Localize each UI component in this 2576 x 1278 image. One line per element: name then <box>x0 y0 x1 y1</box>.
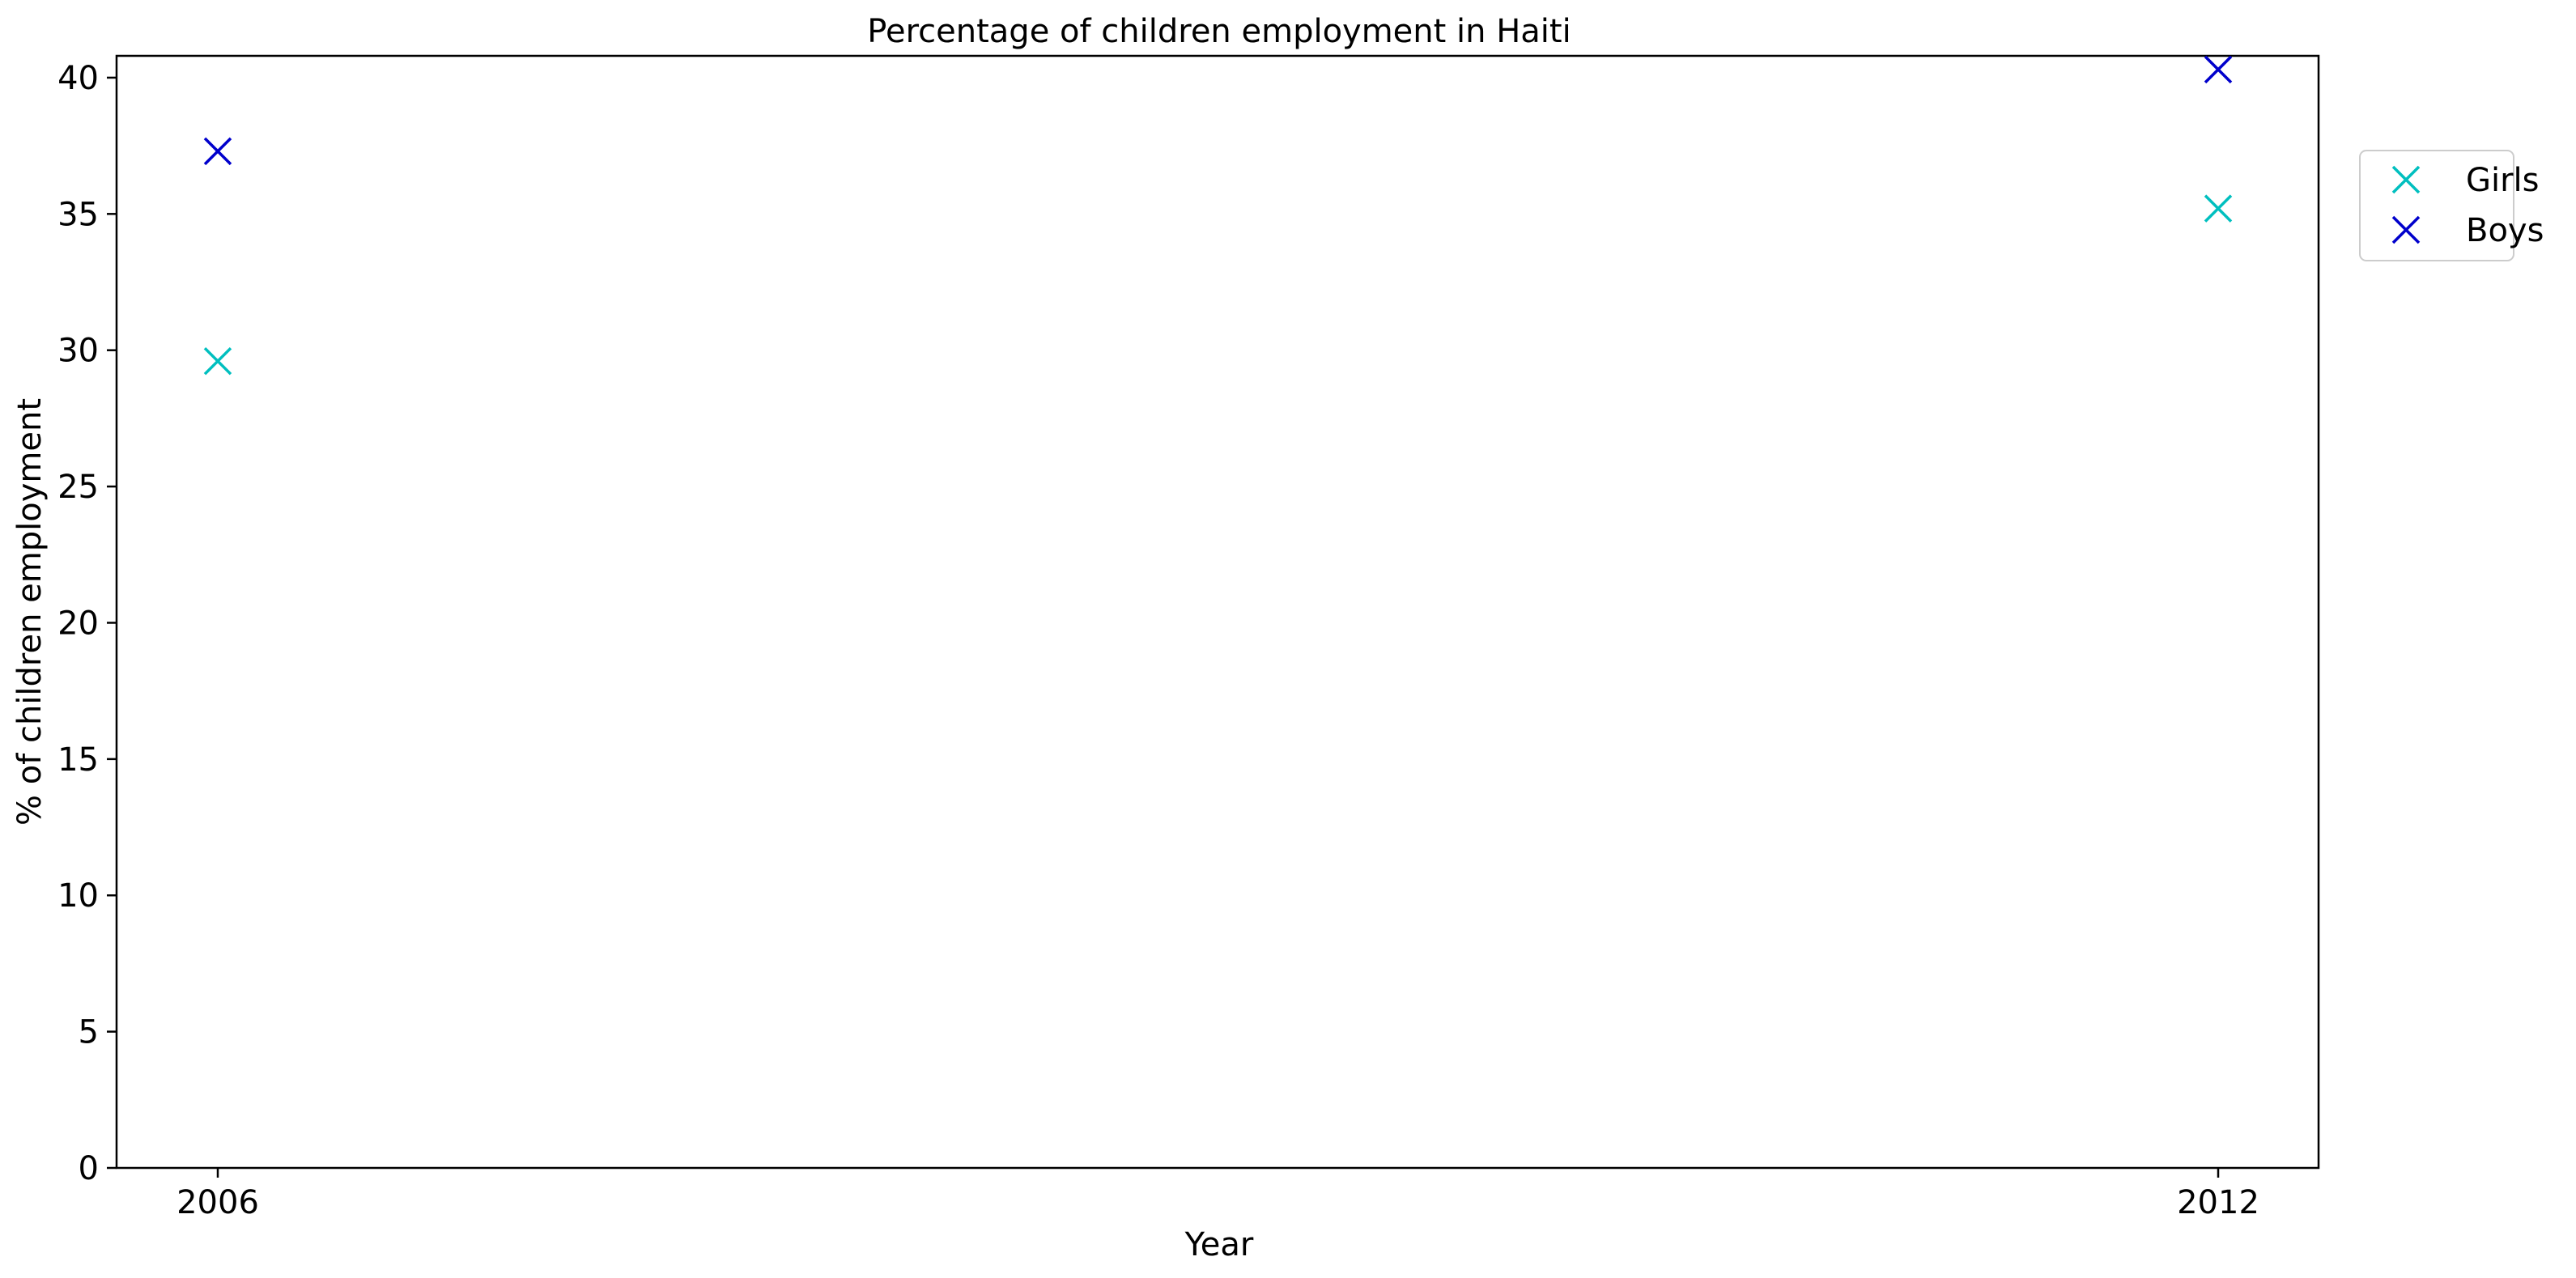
y-tick-label: 40 <box>57 60 99 97</box>
y-tick-label: 30 <box>57 333 99 370</box>
y-axis-label: % of children employment <box>11 398 49 826</box>
x-axis-label: Year <box>1184 1226 1254 1263</box>
x-axis: 2006 2012 <box>176 1168 2259 1221</box>
girls-data-point <box>2204 194 2233 223</box>
legend: Girls Boys <box>2359 150 2544 261</box>
plot-frame <box>115 54 2320 1170</box>
y-tick-label: 5 <box>79 1014 99 1051</box>
girls-legend-label: Girls <box>2466 162 2540 199</box>
y-axis: 0 5 10 15 20 25 30 35 40 <box>57 60 117 1187</box>
legend-frame <box>2359 150 2514 261</box>
boys-legend-label: Boys <box>2466 212 2544 249</box>
data-points <box>203 55 2233 376</box>
boys-data-point <box>2204 55 2233 84</box>
y-tick-label: 25 <box>57 469 99 506</box>
y-tick-label: 20 <box>57 605 99 642</box>
chart-title: Percentage of children employment in Hai… <box>867 13 1571 50</box>
y-tick-label: 35 <box>57 196 99 233</box>
y-tick-label: 0 <box>79 1150 99 1187</box>
boys-data-point <box>203 137 232 166</box>
girls-data-point <box>203 346 232 376</box>
x-tick-label: 2012 <box>2177 1184 2259 1221</box>
x-tick-label: 2006 <box>176 1184 259 1221</box>
plot-area <box>115 54 2320 1170</box>
girls-legend-marker <box>2391 165 2421 194</box>
boys-legend-marker <box>2391 215 2421 244</box>
y-tick-label: 10 <box>57 877 99 915</box>
y-tick-label: 15 <box>57 741 99 779</box>
